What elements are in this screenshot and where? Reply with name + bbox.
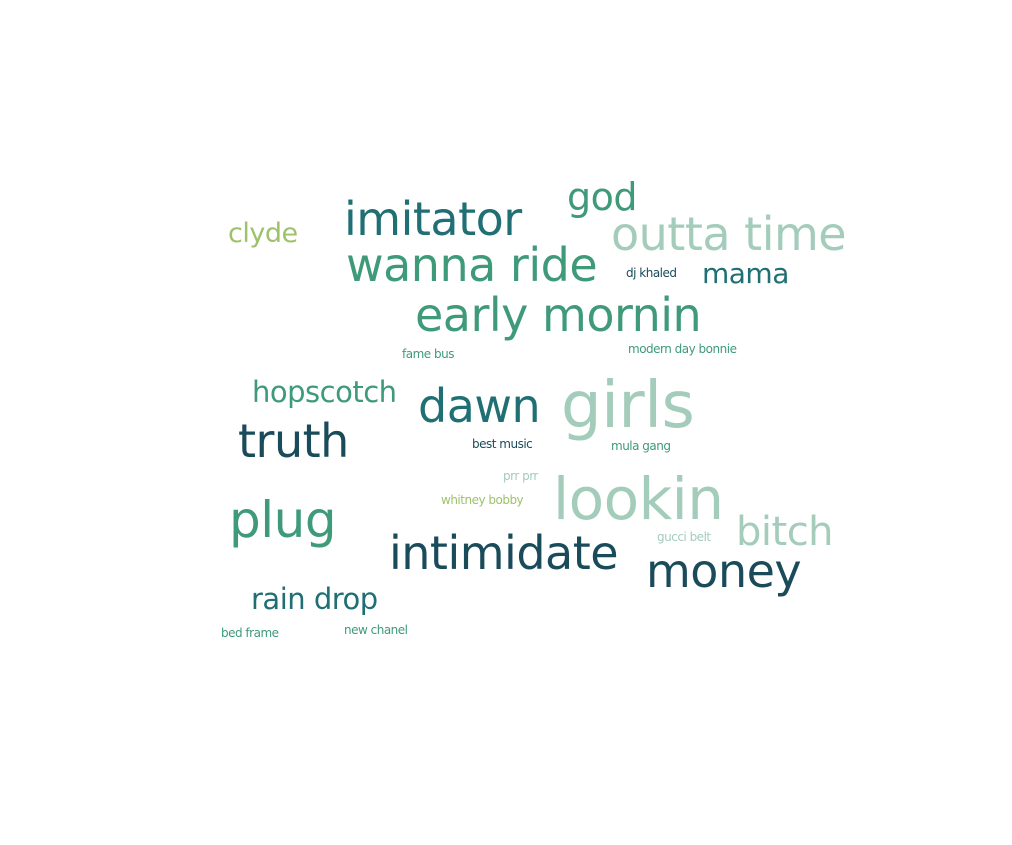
word-god: god: [567, 175, 638, 219]
word-lookin: lookin: [553, 465, 724, 533]
word-whitney-bobby: whitney bobby: [441, 493, 524, 507]
word-money: money: [646, 544, 802, 598]
word-fame-bus: fame bus: [402, 347, 454, 361]
word-intimidate: intimidate: [389, 526, 619, 580]
word-modern-day-bonnie: modern day bonnie: [628, 342, 737, 356]
word-plug: plug: [229, 491, 337, 549]
word-new-chanel: new chanel: [344, 623, 408, 637]
word-imitator: imitator: [344, 192, 522, 246]
word-best-music: best music: [472, 437, 533, 451]
word-early-mornin: early mornin: [415, 288, 702, 342]
word-wanna-ride: wanna ride: [346, 238, 598, 292]
word-dj-khaled: dj khaled: [626, 266, 677, 280]
word-dawn: dawn: [418, 379, 541, 433]
word-girls: girls: [561, 369, 695, 443]
word-bitch: bitch: [736, 509, 834, 555]
word-outta-time: outta time: [611, 207, 847, 261]
word-clyde: clyde: [228, 218, 298, 249]
word-mula-gang: mula gang: [611, 439, 671, 453]
word-prr-prr: prr prr: [503, 469, 538, 483]
word-truth: truth: [238, 414, 349, 468]
word-bed-frame: bed frame: [221, 626, 279, 640]
word-gucci-belt: gucci belt: [657, 530, 711, 544]
word-hopscotch: hopscotch: [252, 375, 397, 409]
word-mama: mama: [702, 257, 789, 290]
word-rain-drop: rain drop: [251, 582, 378, 616]
